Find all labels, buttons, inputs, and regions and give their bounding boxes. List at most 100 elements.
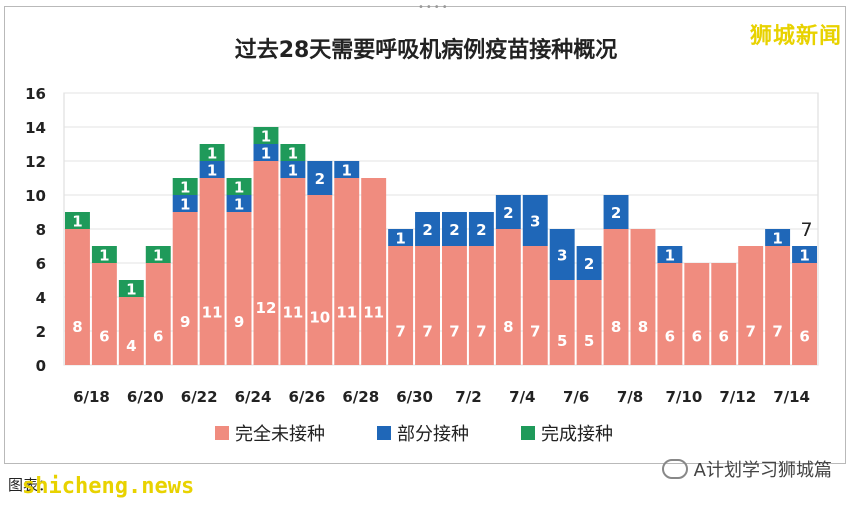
data-label: 7 [745,323,755,341]
data-label: 6 [692,327,702,345]
bar-segment [199,178,225,365]
y-tick-label: 12 [25,153,46,171]
data-label: 6 [99,327,109,345]
bar-segment [603,195,629,229]
data-label: 1 [342,162,352,180]
bar-segment [468,212,494,246]
bar-segment [792,246,817,263]
data-label: 1 [261,145,271,163]
bar-segment [172,178,198,195]
x-tick-label: 7/4 [509,388,535,406]
data-label: 1 [207,162,217,180]
data-label: 2 [422,221,432,239]
bar-segment [657,263,683,365]
bar-segment [388,229,414,246]
x-tick-label: 7/2 [455,388,481,406]
data-label: 5 [584,332,594,350]
x-tick-label: 6/26 [288,388,325,406]
data-label: 7 [422,323,432,341]
legend-label-partial: 部分接种 [397,424,469,445]
bar-segment [307,161,333,195]
bar-segment [118,280,144,297]
bar-segment [226,195,252,212]
bar-segment [495,195,521,229]
site-watermark: shicheng.news [22,474,195,499]
source-label: 图表： [8,476,54,494]
data-label: 8 [72,318,82,336]
data-label: 8 [503,318,513,336]
data-label: 10 [309,308,330,326]
bar-segment [765,246,791,365]
bar-segment [253,127,279,144]
bar-segment [145,263,171,365]
bar-segment [576,246,602,280]
x-tick-label: 7/6 [563,388,589,406]
data-label: 1 [72,213,82,231]
data-label: 11 [202,304,223,322]
legend-swatch-full [521,426,535,440]
x-tick-label: 7/12 [719,388,756,406]
bar-segment [711,263,737,365]
data-label: 7 [395,323,405,341]
legend-item-partial: 部分接种 [377,420,469,446]
data-label: 2 [584,255,594,273]
resize-handle-top[interactable]: •••• [418,2,450,13]
data-label: 6 [719,327,729,345]
data-label: 9 [180,313,190,331]
bar-segment [415,246,440,365]
bar-segment [118,297,144,365]
data-label: 7 [476,323,486,341]
data-label: 12 [256,299,277,317]
x-tick-label: 6/24 [235,388,272,406]
bar-segment [65,229,90,365]
bar-segment [442,246,467,365]
bar-segment [388,246,414,365]
data-label: 2 [476,221,486,239]
bar-segment [253,144,279,161]
bar-segment [280,161,306,178]
chart-legend: 完全未接种 部分接种 完成接种 [215,420,613,446]
data-label: 1 [665,247,675,265]
legend-swatch-partial [377,426,391,440]
y-tick-label: 0 [36,357,46,375]
bar-segment [226,212,252,365]
bar-segment [603,229,629,365]
chart-title: 过去28天需要呼吸机病例疫苗接种概况 [234,38,618,63]
bar-segment [361,178,387,365]
bar-segment [226,178,252,195]
bar-segment [307,195,333,365]
data-label: 4 [126,337,136,355]
data-label: 1 [126,281,136,299]
bar-segment [199,161,225,178]
y-tick-label: 6 [36,255,46,273]
data-label: 5 [557,332,567,350]
bar-segment [549,229,575,280]
legend-item-full: 完成接种 [521,420,613,446]
legend-swatch-unvaccinated [215,426,229,440]
x-tick-label: 6/28 [342,388,379,406]
bar-segment [576,280,602,365]
x-tick-label: 7/14 [773,388,810,406]
data-label: 3 [530,213,540,231]
y-tick-label: 8 [36,221,46,239]
data-label: 7 [772,323,782,341]
data-label: 1 [395,230,405,248]
data-label: 1 [153,247,163,265]
bar-segment [630,229,656,365]
legend-label-unvaccinated: 完全未接种 [235,424,325,445]
data-label: 1 [180,179,190,197]
data-label: 1 [288,162,298,180]
x-tick-label: 7/10 [665,388,702,406]
bar-segment [522,246,548,365]
data-label: 1 [261,128,271,146]
data-label: 9 [234,313,244,331]
data-label: 1 [799,247,809,265]
watermark-logo: 狮城新闻 [749,24,842,49]
brand-label: A计划学习狮城篇 [661,456,832,482]
data-label: 1 [234,179,244,197]
data-label: 6 [799,327,809,345]
bar-segment [334,178,360,365]
bar-segment [91,263,117,365]
annotation-label: 7 [800,219,812,241]
